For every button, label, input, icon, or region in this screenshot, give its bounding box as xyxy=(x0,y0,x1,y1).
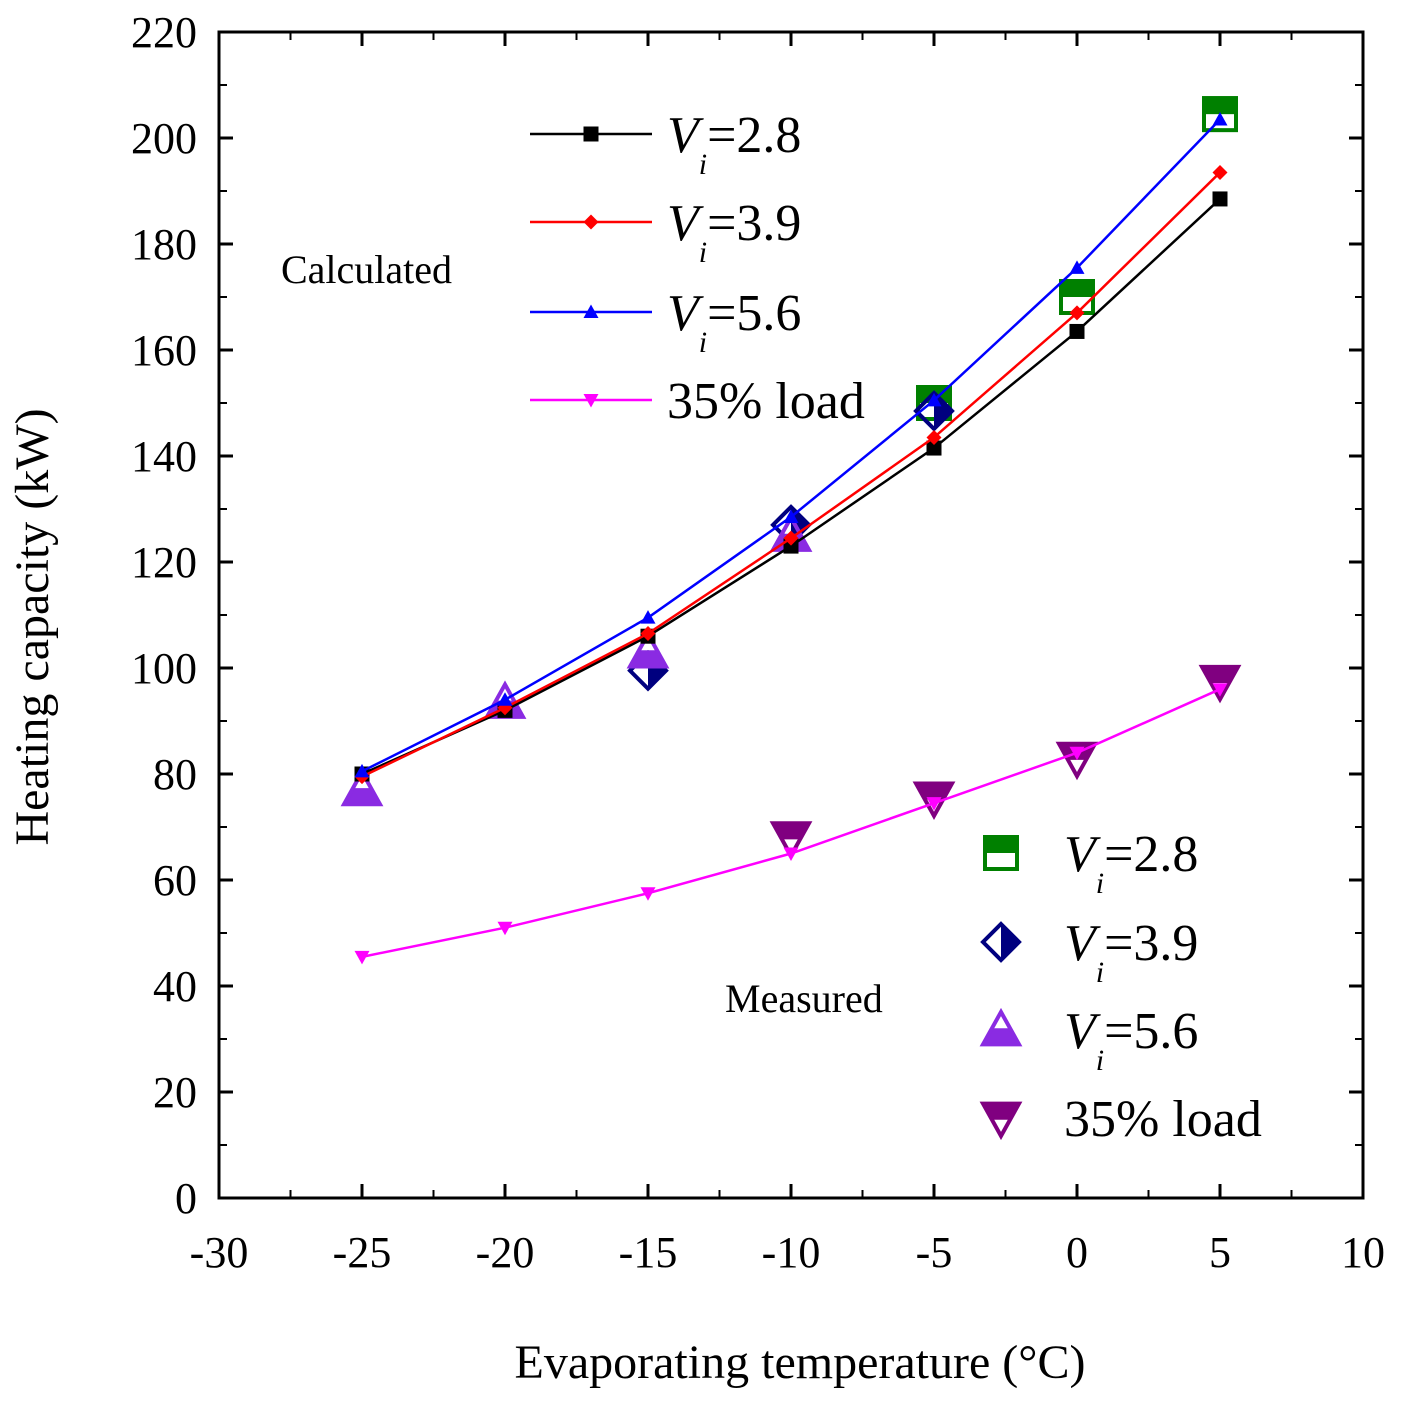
calculated-point xyxy=(497,921,513,936)
calculated-point xyxy=(1212,111,1228,126)
legend-item-calculated: Vi=2.8 xyxy=(530,107,801,181)
calculated-point xyxy=(1212,191,1228,207)
calculated-point xyxy=(1069,260,1085,274)
x-tick-label: 0 xyxy=(1066,1228,1088,1277)
legend-marker xyxy=(583,126,599,142)
measured-point xyxy=(1202,96,1238,133)
y-tick-label: 220 xyxy=(131,8,197,57)
calculated-point xyxy=(783,530,799,546)
legend-item-measured: 35% load xyxy=(979,1091,1262,1148)
x-tick-label: -20 xyxy=(476,1228,535,1277)
calculated-point xyxy=(926,440,942,456)
legend-calculated: Vi=2.8 Vi=3.9 Vi=5.6 35% load xyxy=(530,107,865,430)
calculated-point xyxy=(1212,164,1228,180)
calculated-point xyxy=(640,610,656,624)
x-tick-label: 5 xyxy=(1209,1228,1231,1277)
calculated-point xyxy=(354,950,370,965)
measured-point xyxy=(340,767,384,807)
calculated-annotation: Calculated xyxy=(281,247,452,292)
legend-label: 35% load xyxy=(667,373,865,430)
legend-label: Vi=3.9 xyxy=(667,195,801,269)
calculated-point xyxy=(640,887,656,901)
x-tick-label: -10 xyxy=(762,1228,821,1277)
legend-item-measured: Vi=2.8 xyxy=(983,826,1198,900)
legend-marker xyxy=(583,304,599,318)
legend-label: Vi=5.6 xyxy=(667,285,801,359)
y-tick-label: 200 xyxy=(131,114,197,163)
calculated-point xyxy=(1069,746,1085,761)
y-tick-label: 20 xyxy=(153,1068,197,1117)
legend-label: Vi=2.8 xyxy=(667,107,801,181)
legend-label: Vi=3.9 xyxy=(1064,915,1198,989)
measured-point xyxy=(769,821,813,860)
calculated-point xyxy=(497,692,513,706)
y-tick-label: 40 xyxy=(153,962,197,1011)
x-tick-label: -5 xyxy=(916,1228,953,1277)
legend-item-measured: Vi=5.6 xyxy=(979,1003,1198,1077)
calculated-point xyxy=(1069,305,1085,321)
legend-marker xyxy=(583,394,599,408)
legend-marker xyxy=(979,1101,1023,1141)
calculated-point xyxy=(926,797,942,811)
measured-point xyxy=(626,629,670,669)
y-tick-label: 0 xyxy=(175,1174,197,1223)
calculated-point xyxy=(783,847,799,861)
calculated-series-2 xyxy=(354,164,1228,785)
calculated-series-4 xyxy=(354,683,1228,965)
y-tick-label: 160 xyxy=(131,326,197,375)
ticks-layer: -30 -25 -20 -15 -10 -5 0 5 100204060801001201401… xyxy=(131,8,1385,1277)
calculated-series-3 xyxy=(354,111,1228,778)
x-tick-label: -25 xyxy=(333,1228,392,1277)
y-axis-title: Heating capacity (kW) xyxy=(6,408,59,845)
y-tick-label: 120 xyxy=(131,538,197,587)
measured-series-3 xyxy=(340,513,813,807)
legend-item-calculated: 35% load xyxy=(530,373,865,430)
legend-marker xyxy=(983,835,1019,871)
x-tick-label: -15 xyxy=(619,1228,678,1277)
measured-point xyxy=(1198,664,1242,704)
y-tick-label: 60 xyxy=(153,856,197,905)
legend-label: Vi=2.8 xyxy=(1064,826,1198,900)
calculated-point xyxy=(783,538,799,554)
legend-item-calculated: Vi=3.9 xyxy=(530,195,801,269)
x-axis-title: Evaporating temperature (°C) xyxy=(515,1336,1086,1389)
calculated-series-1 xyxy=(354,191,1228,782)
calculated-point xyxy=(926,392,942,407)
calculated-point xyxy=(354,763,370,778)
measured-annotation: Measured xyxy=(725,976,883,1021)
calculated-point xyxy=(783,509,799,523)
calculated-point xyxy=(1212,683,1228,697)
legend-marker xyxy=(583,214,599,230)
legend-label: Vi=5.6 xyxy=(1064,1003,1198,1077)
legend-measured: Vi=2.8 Vi=3.9 Vi=5.6 35% load xyxy=(979,826,1262,1148)
y-tick-label: 80 xyxy=(153,750,197,799)
series-line xyxy=(361,171,1221,778)
series-layer xyxy=(340,96,1242,965)
y-tick-label: 100 xyxy=(131,644,197,693)
legend-item-calculated: Vi=5.6 xyxy=(530,285,801,359)
x-tick-label: -30 xyxy=(190,1228,249,1277)
legend-marker xyxy=(979,1007,1023,1047)
legend-label: 35% load xyxy=(1064,1091,1262,1148)
y-tick-label: 140 xyxy=(131,432,197,481)
legend-item-measured: Vi=3.9 xyxy=(980,915,1198,989)
y-tick-label: 180 xyxy=(131,220,197,269)
calculated-point xyxy=(1069,323,1085,339)
legend-marker xyxy=(980,921,1022,963)
calculated-point xyxy=(640,626,656,642)
x-tick-label: 10 xyxy=(1341,1228,1385,1277)
calculated-point xyxy=(926,429,942,445)
